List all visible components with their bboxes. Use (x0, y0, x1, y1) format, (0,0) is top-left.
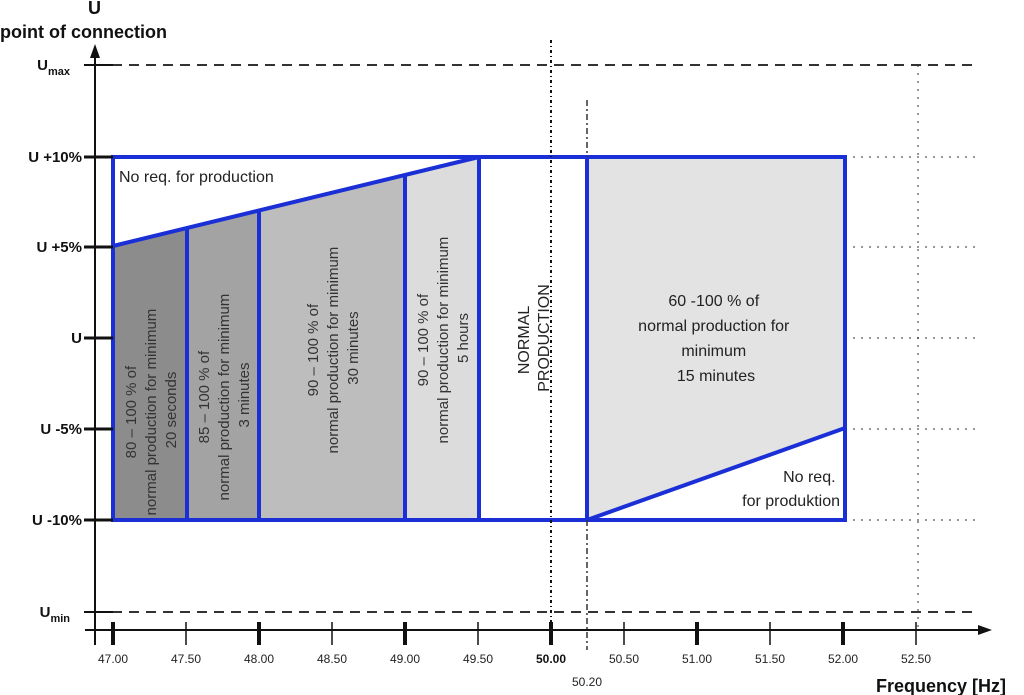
region-85-100-text: 85 – 100 % of normal production for mini… (196, 290, 253, 501)
region-85-100-3min (187, 211, 259, 520)
y-axis-title: point of connection (0, 22, 167, 42)
x-tick-label-50-50: 50.50 (609, 652, 639, 666)
bottom-no-req-line-2: for produktion (742, 493, 840, 510)
r2-line-1: 85 – 100 % of (196, 350, 213, 443)
top-no-req-text: No req. for production (119, 169, 274, 186)
region-80-100-text: 80 – 100 % of normal production for mini… (123, 305, 180, 516)
axes (85, 44, 992, 645)
y-axis-levels: Umax U +10% U +5% U U -5% U -10% Umin (28, 57, 113, 625)
r1-line-3: 20 seconds (163, 372, 180, 449)
r3-line-1: 90 – 100 % of (305, 303, 322, 396)
high-line-1: 60 -100 % of (668, 293, 759, 310)
bottom-no-req-line-1: No req. (783, 469, 835, 486)
x-tick-label-48-50: 48.50 (317, 652, 347, 666)
region-60-100-15min (587, 157, 845, 520)
x-axis-arrow (978, 625, 992, 635)
umin-label: Umin (40, 604, 71, 625)
x-tick-label-49-50: 49.50 (463, 652, 493, 666)
high-line-2: normal production for (638, 318, 790, 335)
r1-line-1: 80 – 100 % of (123, 365, 140, 458)
r4-line-1: 90 – 100 % of (415, 293, 432, 386)
umax-label: Umax (37, 57, 71, 78)
y-axis-letter: U (88, 0, 101, 18)
y-axis-arrow (90, 44, 100, 58)
high-line-4: 15 minutes (677, 368, 755, 385)
x-tick-label-47-00: 47.00 (98, 652, 128, 666)
normal-production-text: NORMAL PRODUCTION (516, 284, 553, 392)
x-tick-label-49-00: 49.00 (390, 652, 420, 666)
region-90-100-30min (259, 175, 405, 520)
x-tick-label-51-50: 51.50 (755, 652, 785, 666)
high-line-3: minimum (681, 343, 746, 360)
r1-line-2: normal production for minimum (143, 309, 160, 516)
r4-line-3: 5 hours (455, 313, 472, 363)
region-90-100-5h (405, 157, 479, 520)
region-90-100-30min-text: 90 – 100 % of normal production for mini… (305, 243, 362, 454)
normal-line-1: NORMAL (516, 306, 533, 375)
region-80-100-20s (113, 229, 187, 520)
x-tick-label-52-00: 52.00 (828, 652, 858, 666)
r2-line-3: 3 minutes (236, 362, 253, 427)
low-frequency-slope (112, 155, 480, 248)
x-tick-label-47-50: 47.50 (171, 652, 201, 666)
reference-lines (95, 64, 975, 630)
x-tick-label-48-00: 48.00 (244, 652, 274, 666)
u-plus-10-label: U +10% (28, 149, 82, 166)
u-minus-5-label: U -5% (40, 421, 82, 438)
r2-line-2: normal production for minimum (216, 294, 233, 501)
region-60-100-text: 60 -100 % of normal production for minim… (638, 293, 794, 385)
x-tick-label-52-50: 52.50 (901, 652, 931, 666)
high-frequency-slope (586, 426, 846, 522)
region-90-100-5h-text: 90 – 100 % of normal production for mini… (415, 233, 472, 444)
r4-line-2: normal production for minimum (435, 237, 452, 444)
u-nominal-label: U (71, 330, 82, 347)
r3-line-2: normal production for minimum (325, 247, 342, 454)
x-axis-ticks: 47.00 47.50 48.00 48.50 49.00 49.50 50.00 50.50… (98, 622, 931, 689)
x-tick-label-50-00: 50.00 (536, 652, 566, 666)
x-axis-title: Frequency [Hz] (876, 676, 1006, 695)
x-tick-label-50-20: 50.20 (572, 675, 602, 689)
boundary-lines (111, 155, 847, 522)
u-minus-10-label: U -10% (32, 512, 82, 529)
normal-line-2: PRODUCTION (536, 284, 553, 392)
x-tick-label-51-00: 51.00 (682, 652, 712, 666)
r3-line-3: 30 minutes (345, 311, 362, 384)
region-normal-production (479, 157, 587, 520)
bottom-no-req-text: No req. for produktion (742, 469, 840, 510)
u-plus-5-label: U +5% (37, 239, 82, 256)
